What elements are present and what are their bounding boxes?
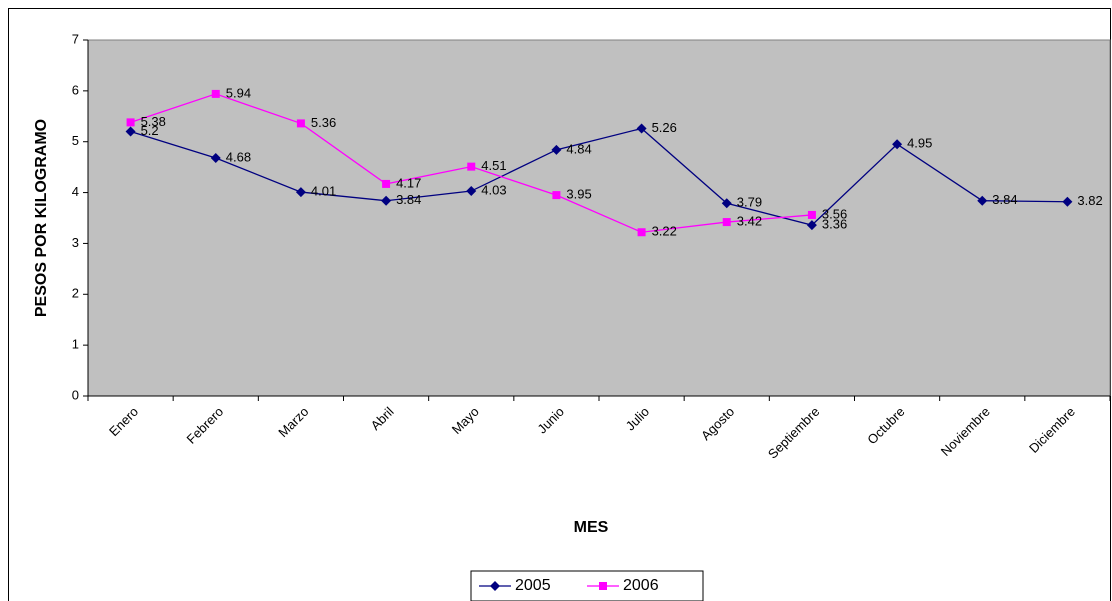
y-axis-title: PESOS POR KILOGRAMO — [33, 119, 50, 317]
marker — [599, 582, 607, 590]
marker — [721, 198, 732, 209]
data-label: 3.42 — [737, 214, 762, 229]
data-label: 4.51 — [481, 158, 506, 173]
data-label: 5.36 — [311, 115, 336, 130]
marker — [466, 186, 477, 197]
marker — [490, 581, 500, 591]
marker — [806, 220, 817, 231]
data-label: 4.68 — [226, 149, 251, 164]
data-label: 5.26 — [652, 120, 677, 135]
marker — [295, 187, 306, 198]
x-axis-title: MES — [574, 519, 609, 536]
marker — [210, 152, 221, 163]
data-label: 3.79 — [737, 195, 762, 210]
plot-area — [87, 39, 1111, 397]
data-label: 3.84 — [992, 192, 1017, 207]
marker — [381, 195, 392, 206]
legend-label: 2006 — [623, 577, 659, 594]
y-tick-label: 2 — [72, 286, 79, 301]
marker — [807, 210, 816, 219]
data-label: 3.56 — [822, 206, 847, 221]
marker — [636, 123, 647, 134]
y-tick-label: 5 — [72, 133, 79, 148]
y-tick-label: 3 — [72, 235, 79, 250]
marker — [892, 139, 903, 150]
data-label: 3.36 — [822, 217, 847, 232]
marker — [126, 118, 135, 127]
marker — [977, 195, 988, 206]
marker — [382, 179, 391, 188]
marker — [637, 228, 646, 237]
marker — [722, 218, 731, 227]
data-label: 3.22 — [652, 224, 677, 239]
legend-label: 2005 — [515, 577, 551, 594]
y-tick-label: 4 — [72, 184, 79, 199]
data-label: 4.84 — [566, 141, 591, 156]
marker — [125, 126, 136, 137]
marker — [211, 89, 220, 98]
marker — [296, 119, 305, 128]
marker — [552, 191, 561, 200]
data-label: 3.82 — [1077, 193, 1102, 208]
series-line — [130, 127, 1068, 226]
marker — [1062, 196, 1073, 207]
marker — [551, 144, 562, 155]
data-label: 4.17 — [396, 175, 421, 190]
data-label: 5.38 — [141, 114, 166, 129]
data-label: 3.95 — [566, 187, 591, 202]
data-label: 5.2 — [141, 123, 159, 138]
marker — [467, 162, 476, 171]
data-label: 4.01 — [311, 184, 336, 199]
y-tick-label: 0 — [72, 387, 79, 402]
data-label: 5.94 — [226, 85, 251, 100]
y-tick-label: 1 — [72, 337, 79, 352]
data-label: 4.95 — [907, 136, 932, 151]
data-label: 3.84 — [396, 192, 421, 207]
y-tick-label: 7 — [72, 31, 79, 46]
y-tick-label: 6 — [72, 82, 79, 97]
data-label: 4.03 — [481, 182, 506, 197]
